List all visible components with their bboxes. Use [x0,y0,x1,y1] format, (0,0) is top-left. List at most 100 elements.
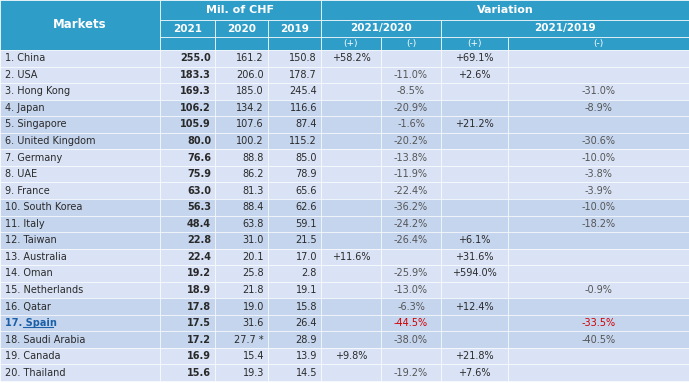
Text: 15. Netherlands: 15. Netherlands [5,285,83,295]
Text: 16. Qatar: 16. Qatar [5,301,51,311]
Bar [508,100,689,116]
Text: +58.2%: +58.2% [331,53,371,63]
Bar [441,232,508,249]
Text: +11.6%: +11.6% [331,252,370,262]
Text: 1. China: 1. China [5,53,45,63]
Bar [268,315,321,331]
Text: 115.2: 115.2 [289,136,317,146]
Bar [268,298,321,315]
Text: 25.8: 25.8 [243,268,264,278]
Text: 26.4: 26.4 [296,318,317,328]
Bar [268,116,321,133]
Bar [508,149,689,166]
Bar [215,199,268,216]
Text: 75.9: 75.9 [187,169,211,179]
Text: 9. France: 9. France [5,186,50,196]
Bar [160,182,215,199]
Text: 7. Germany: 7. Germany [5,152,62,162]
Bar [321,331,381,348]
Bar [0,182,160,199]
Bar [381,298,441,315]
Bar [381,67,441,83]
Bar [0,199,160,216]
Bar [268,232,321,249]
Bar [321,83,381,100]
Bar [160,37,215,50]
Text: 13. Australia: 13. Australia [5,252,67,262]
Bar [441,216,508,232]
Bar [441,282,508,298]
Text: -38.0%: -38.0% [394,335,428,345]
Bar [0,232,160,249]
Bar [0,116,160,133]
Bar [441,100,508,116]
Text: 28.9: 28.9 [296,335,317,345]
Bar [321,282,381,298]
Bar [441,249,508,265]
Text: 87.4: 87.4 [296,119,317,129]
Bar [215,348,268,365]
Text: 18.9: 18.9 [187,285,211,295]
Text: -6.3%: -6.3% [397,301,425,311]
Bar [160,232,215,249]
Text: 21.8: 21.8 [243,285,264,295]
Bar [508,232,689,249]
Bar [215,116,268,133]
Bar [441,116,508,133]
Bar [0,50,160,67]
Bar [381,166,441,182]
Bar [381,100,441,116]
Bar [441,37,508,50]
Text: 20. Thailand: 20. Thailand [5,368,65,378]
Bar [321,199,381,216]
Text: Markets: Markets [53,18,107,31]
Text: 31.0: 31.0 [243,235,264,246]
Bar [508,182,689,199]
Bar [215,249,268,265]
Text: (-): (-) [406,39,416,48]
Bar [321,216,381,232]
Bar [321,0,689,20]
Bar [160,298,215,315]
Text: -22.4%: -22.4% [394,186,428,196]
Text: 2019: 2019 [280,23,309,33]
Bar [268,199,321,216]
Bar [160,166,215,182]
Bar [0,100,160,116]
Text: 5. Singapore: 5. Singapore [5,119,67,129]
Text: 4. Japan: 4. Japan [5,103,45,113]
Text: 14.5: 14.5 [296,368,317,378]
Text: +2.6%: +2.6% [458,70,491,80]
Bar [215,282,268,298]
Bar [381,133,441,149]
Bar [268,348,321,365]
Bar [508,199,689,216]
Text: 178.7: 178.7 [289,70,317,80]
Bar [215,365,268,381]
Text: 17.0: 17.0 [296,252,317,262]
Bar [215,100,268,116]
Text: 13.9: 13.9 [296,351,317,361]
Text: 15.8: 15.8 [296,301,317,311]
Text: +21.2%: +21.2% [455,119,494,129]
Bar [441,149,508,166]
Text: (+): (+) [344,39,358,48]
Text: -26.4%: -26.4% [394,235,428,246]
Bar [381,282,441,298]
Text: 81.3: 81.3 [243,186,264,196]
Text: 2021/2019: 2021/2019 [534,23,596,33]
Bar [215,133,268,149]
Bar [268,37,321,50]
Text: +594.0%: +594.0% [452,268,497,278]
Bar [321,37,381,50]
Text: 19.1: 19.1 [296,285,317,295]
Text: 88.8: 88.8 [243,152,264,162]
Text: 3. Hong Kong: 3. Hong Kong [5,87,70,97]
Text: -24.2%: -24.2% [394,219,428,229]
Text: -11.9%: -11.9% [394,169,428,179]
Text: -18.2%: -18.2% [582,219,615,229]
Bar [0,331,160,348]
Bar [160,199,215,216]
Bar [321,116,381,133]
Text: 63.8: 63.8 [243,219,264,229]
